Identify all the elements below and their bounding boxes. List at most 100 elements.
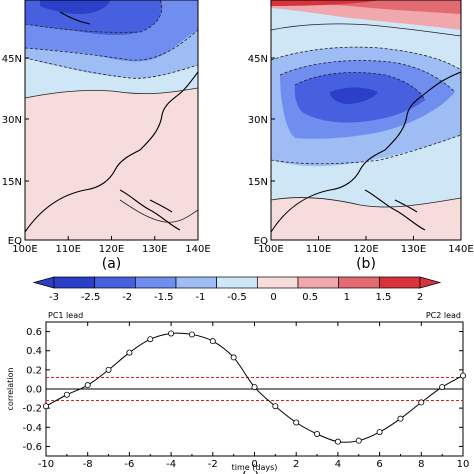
data-point [105, 366, 112, 373]
coastline [119, 189, 181, 231]
data-point [188, 331, 195, 338]
map-x-tick-label: 100E [258, 244, 283, 255]
negative-contour-line [271, 46, 461, 71]
colorbar-segment [134, 276, 177, 289]
map-x-tick-label: 140E [448, 244, 473, 255]
colorbar-segment [378, 276, 421, 289]
x-tick-label: 8 [418, 459, 424, 470]
map-x-tick-label: 130E [142, 244, 167, 255]
colorbar-segment [53, 276, 96, 289]
data-point [209, 338, 216, 345]
line-chart: -10 -8 -6 -4 -2 0 2 4 6 8 10 -0.6 -0.4 -0.2 0.0 0.2 0.4 0… [6, 311, 469, 474]
positive-contour-line [271, 197, 461, 208]
contour-fill-region [330, 87, 378, 104]
map-x-tick-label: 110E [306, 244, 331, 255]
y-tick-label: 0.0 [26, 385, 42, 396]
colorbar-tick-label: -1 [195, 292, 205, 303]
map-y-tick-label: EQ [254, 236, 268, 247]
contour-fill-region [40, 0, 110, 14]
y-tick-label: -0.2 [22, 404, 42, 415]
map-y-tick-label: 45N [248, 54, 268, 65]
negative-contour-line [25, 29, 198, 61]
colorbar: -3 -2.5 -2 -1.5 -1 -0.5 0 0.5 1 1.5 2 [32, 276, 442, 303]
map-y-tick-label: 30N [2, 115, 22, 126]
map-x-tick-label: 120E [353, 244, 378, 255]
x-tick-label: -10 [38, 459, 54, 470]
data-point [439, 384, 446, 391]
positive-contour-line [25, 87, 198, 99]
x-tick-label: 2 [293, 459, 299, 470]
annotation-left: PC1 lead [48, 311, 83, 320]
coastline [271, 71, 461, 233]
data-point [251, 384, 258, 391]
colorbar-tick-label: -3 [49, 292, 59, 303]
data-point [84, 382, 91, 389]
chart-panel-label: (c) [241, 470, 260, 474]
colorbar-arrow-high [419, 276, 442, 289]
map-x-tick-label: 100E [12, 244, 37, 255]
x-tick-label: -6 [124, 459, 134, 470]
colorbar-tick-label: 1 [344, 292, 350, 303]
colorbar-segment [297, 276, 340, 289]
map-y-tick-label: 45N [2, 54, 22, 65]
x-tick-label: 10 [457, 459, 470, 470]
colorbar-arrow-low [32, 276, 55, 289]
negative-contour-line [271, 134, 461, 165]
colorbar-segment [216, 276, 258, 289]
colorbar-tick-label: -2 [122, 292, 132, 303]
y-axis-label: correlation [6, 368, 15, 411]
coastline [149, 199, 173, 213]
data-point [314, 430, 321, 437]
data-point [63, 391, 70, 398]
positive-contour-line [119, 199, 198, 223]
contour-fill-region [271, 0, 380, 6]
colorbar-tick-label: -2.5 [81, 292, 101, 303]
x-tick-label: -4 [166, 459, 176, 470]
map-y-tick-label: EQ [8, 236, 22, 247]
colorbar-tick-label: -0.5 [227, 292, 247, 303]
colorbar-tick-label: 1.5 [375, 292, 391, 303]
colorbar-segment [256, 276, 299, 289]
data-point [272, 403, 279, 410]
map-y-tick-label: 15N [248, 177, 268, 188]
y-tick-label: 0.2 [26, 365, 42, 376]
map-x-tick-label: 130E [401, 244, 426, 255]
y-tick-label: -0.6 [22, 442, 42, 453]
colorbar-tick-label: 2 [417, 292, 423, 303]
negative-contour-line [25, 0, 163, 33]
positive-contour-line [271, 23, 461, 37]
x-axis-label: time (days) [232, 463, 278, 472]
data-point [293, 419, 300, 426]
colorbar-tick-label: 0 [270, 292, 276, 303]
data-point [355, 437, 362, 444]
data-point [126, 349, 133, 356]
data-point [418, 399, 425, 406]
map-x-tick-label: 140E [185, 244, 210, 255]
data-point [459, 372, 466, 379]
x-tick-label: 6 [376, 459, 382, 470]
x-tick-label: -2 [208, 459, 218, 470]
map-panel-b [270, 0, 462, 241]
colorbar-tick-label: 0.5 [302, 292, 318, 303]
contour-fill-region [271, 197, 461, 240]
x-tick-label: 4 [335, 459, 341, 470]
annotation-right: PC2 lead [426, 311, 461, 320]
colorbar-segment [175, 276, 218, 289]
map-panel-label: (b) [356, 256, 376, 272]
y-tick-label: 0.6 [26, 327, 42, 338]
map-panel-label: (a) [102, 256, 122, 272]
y-tick-label: 0.4 [26, 346, 42, 357]
coastline [25, 71, 198, 233]
data-point [334, 438, 341, 445]
data-point [168, 330, 175, 337]
map-x-tick-label: 110E [56, 244, 81, 255]
negative-contour-line [25, 57, 198, 79]
negative-contour-line [279, 60, 456, 93]
x-tick-label: -8 [83, 459, 93, 470]
data-point [397, 415, 404, 422]
map-x-tick-label: 120E [99, 244, 124, 255]
map-y-tick-label: 15N [2, 177, 22, 188]
negative-contour-line [294, 72, 426, 101]
data-point [376, 429, 383, 436]
y-tick-label: -0.4 [22, 423, 42, 434]
